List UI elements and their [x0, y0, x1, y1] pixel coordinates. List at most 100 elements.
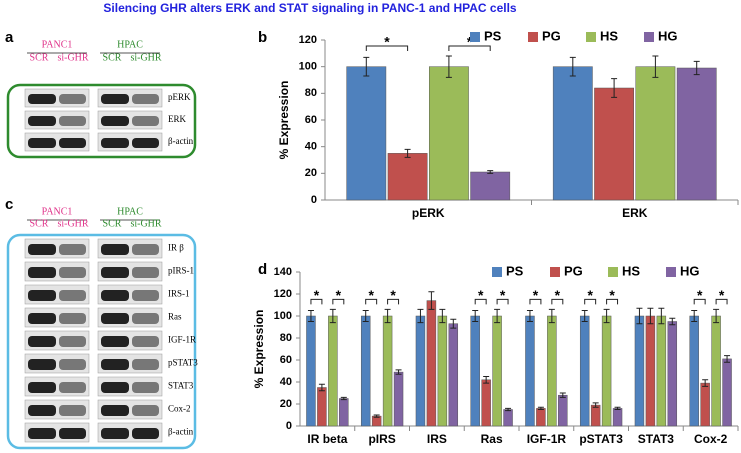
legend-label: PS: [484, 28, 502, 43]
bar: [590, 404, 601, 427]
blot-band: [59, 428, 86, 439]
bar: [503, 409, 513, 427]
error-bar: [611, 78, 618, 98]
x-tick-label: pERK: [412, 206, 445, 220]
blot-band: [132, 313, 159, 324]
bar: [645, 315, 656, 427]
significance-marker: *: [384, 34, 390, 50]
bar: [339, 398, 349, 427]
lane-label: si-GHR: [57, 52, 88, 63]
lane-label: SCR: [103, 52, 122, 63]
bar: [470, 315, 480, 427]
significance-bracket: [365, 45, 409, 51]
error-bar: [669, 317, 676, 326]
bar: [635, 66, 676, 201]
bar: [429, 66, 469, 201]
legend-label: PS: [506, 263, 524, 278]
error-bar: [395, 369, 402, 375]
error-bar: [569, 56, 576, 77]
blot-band: [59, 382, 86, 393]
blot-band: [28, 290, 56, 301]
error-bar: [652, 55, 659, 78]
row-label: pSTAT3: [168, 358, 198, 368]
bar: [437, 315, 448, 427]
significance-bracket: [715, 298, 728, 305]
x-tick-label: pIRS: [368, 432, 395, 446]
x-tick-label: STAT3: [638, 432, 675, 446]
blot-band: [101, 405, 129, 416]
significance-marker: *: [467, 34, 473, 50]
legend-swatch: [586, 32, 596, 42]
error-bar: [581, 310, 588, 322]
bar: [387, 153, 428, 201]
bar: [634, 315, 645, 427]
lane-label: SCR: [30, 218, 49, 229]
bar: [382, 315, 393, 427]
blot-band: [101, 336, 129, 347]
blot-band: [28, 267, 56, 278]
y-tick-label: 100: [299, 61, 317, 73]
blot-band: [132, 94, 159, 104]
bar: [360, 315, 371, 427]
legend-swatch: [470, 32, 480, 42]
significance-bracket: [387, 298, 400, 305]
significance-bracket: [448, 45, 491, 51]
blot-band: [28, 138, 56, 148]
blot-band: [28, 405, 56, 416]
blot-band: [59, 405, 86, 416]
blot-band: [132, 359, 159, 370]
y-axis-label: % Expression: [252, 310, 266, 389]
blot-band: [132, 267, 159, 278]
significance-marker: *: [533, 287, 539, 303]
error-bar: [724, 355, 731, 363]
row-label: pIRS-1: [168, 266, 194, 276]
group-label: HPAC: [117, 39, 143, 50]
y-tick-label: 20: [305, 167, 317, 179]
figure-title: Silencing GHR alters ERK and STAT signal…: [103, 1, 517, 15]
bar: [536, 408, 546, 427]
blot-band: [59, 359, 86, 370]
significance-bracket: [474, 298, 487, 305]
blot-band: [132, 138, 159, 148]
error-bar: [428, 291, 435, 310]
x-tick-label: pSTAT3: [579, 432, 623, 446]
legend-swatch: [528, 32, 538, 42]
legend-label: HG: [658, 28, 678, 43]
blot-band: [59, 290, 86, 301]
bar: [492, 315, 502, 427]
panel-label: a: [5, 29, 14, 46]
blot-band: [101, 313, 129, 324]
blot-band: [132, 382, 159, 393]
bar: [722, 358, 732, 427]
error-bar: [362, 310, 369, 322]
blot-band: [132, 244, 159, 255]
y-tick-label: 140: [274, 266, 292, 278]
blot-band: [101, 359, 129, 370]
y-tick-label: 0: [286, 420, 292, 432]
error-bar: [340, 396, 347, 401]
bar: [689, 315, 699, 427]
significance-bracket: [606, 298, 619, 305]
significance-marker: *: [368, 287, 374, 303]
bar: [594, 87, 635, 201]
lane-label: si-GHR: [130, 218, 161, 229]
x-tick-label: IGF-1R: [527, 432, 567, 446]
panel-label: c: [5, 196, 13, 213]
error-bar: [318, 383, 325, 392]
blot-frame: [6, 233, 197, 450]
legend-swatch: [666, 267, 676, 277]
blot-band: [28, 244, 56, 255]
significance-bracket: [496, 298, 509, 305]
group-label: PANC1: [42, 39, 73, 50]
bar: [306, 315, 316, 427]
blot-band: [28, 94, 56, 104]
significance-marker: *: [555, 287, 561, 303]
y-tick-label: 80: [280, 332, 292, 344]
significance-marker: *: [609, 287, 615, 303]
legend-swatch: [550, 267, 560, 277]
y-tick-label: 100: [274, 310, 292, 322]
error-bar: [505, 407, 512, 412]
error-bar: [450, 318, 457, 329]
significance-bracket: [332, 298, 345, 305]
